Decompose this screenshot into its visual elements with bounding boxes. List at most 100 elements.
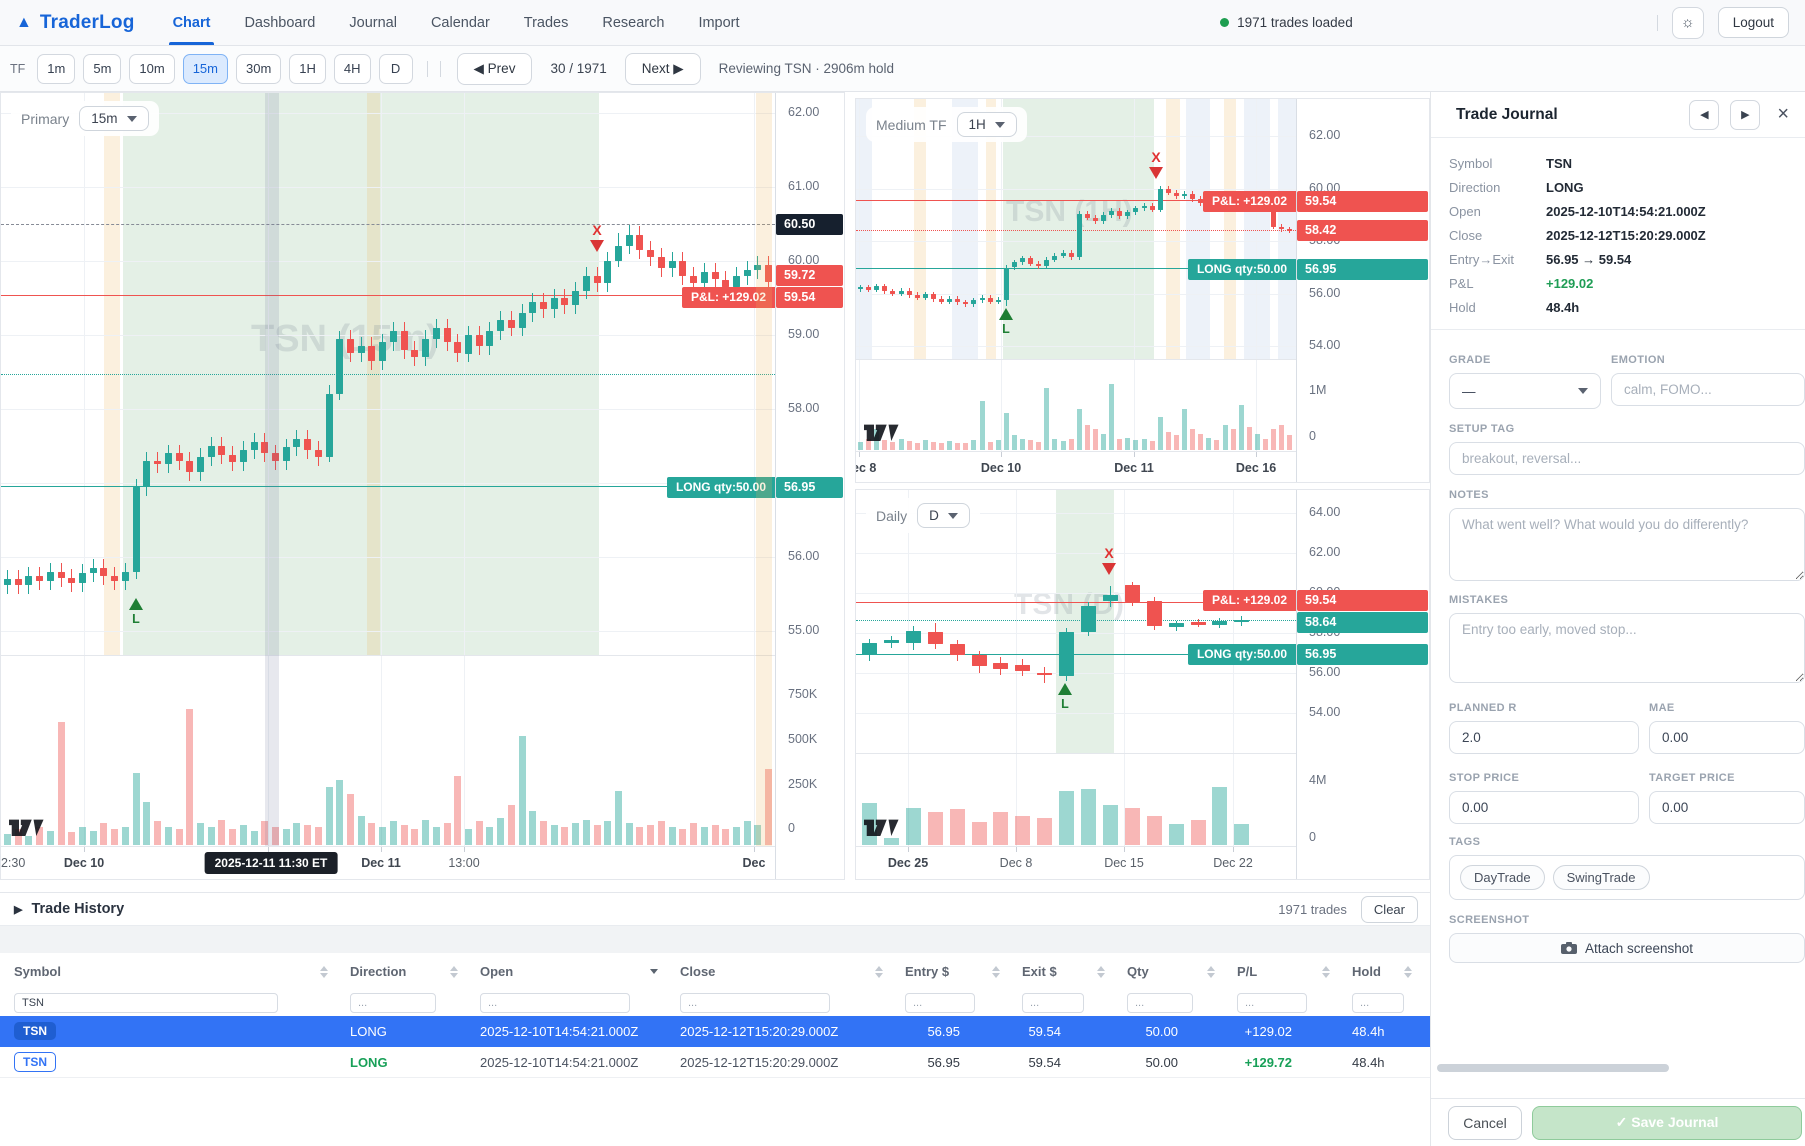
column-header-exit[interactable]: Exit $: [1008, 953, 1113, 990]
filter-input-entry[interactable]: [905, 993, 975, 1013]
planned-r-input[interactable]: [1449, 721, 1639, 754]
logout-button[interactable]: Logout: [1717, 7, 1789, 38]
column-header-close[interactable]: Close: [666, 953, 891, 990]
tab-research[interactable]: Research: [602, 14, 665, 31]
tab-trades[interactable]: Trades: [523, 14, 569, 31]
tab-calendar[interactable]: Calendar: [430, 14, 490, 31]
table-row[interactable]: TSN LONG 2025-12-10T14:54:21.000Z 2025-12-1…: [0, 1047, 1430, 1078]
top-nav: ▲ TraderLog Chart Dashboard Journal Calenda…: [0, 0, 1805, 46]
gridline: [856, 633, 1296, 634]
theme-toggle-button[interactable]: ☼: [1671, 6, 1704, 39]
tab-dashboard[interactable]: Dashboard: [244, 14, 316, 31]
daily-price-axis[interactable]: 64.0062.0060.0058.0056.0054.004M059.5458…: [1296, 490, 1429, 879]
candle: [604, 261, 611, 284]
tab-import[interactable]: Import: [698, 14, 740, 31]
attach-screenshot-button[interactable]: Attach screenshot: [1449, 933, 1805, 963]
tf-button-15m[interactable]: 15m: [182, 53, 228, 84]
candle: [955, 298, 960, 303]
exit-x-label: X: [1151, 148, 1161, 165]
table-row[interactable]: TSN LONG 2025-12-10T14:54:21.000Z 2025-12-1…: [0, 1016, 1430, 1047]
volume-axis-label: 1M: [1309, 383, 1327, 397]
filter-input-symbol[interactable]: [14, 993, 278, 1013]
column-header-qty[interactable]: Qty: [1113, 953, 1223, 990]
trade-history-title[interactable]: ▶ Trade History: [14, 901, 124, 917]
filter-input-hold[interactable]: [1352, 993, 1404, 1013]
tf-button-5m[interactable]: 5m: [83, 53, 122, 84]
sort-icons: [450, 965, 458, 978]
column-header-entry[interactable]: Entry $: [891, 953, 1008, 990]
candle: [669, 261, 676, 269]
candle: [1174, 192, 1179, 197]
primary-time-axis[interactable]: 12:30 Dec 10 Dec 11 13:00 Dec 2025-12-11 11:3…: [1, 846, 775, 879]
medium-price-pane[interactable]: TSN (1H) X L P&L: +129.02 LONG qty:50.00 Medi…: [856, 99, 1296, 359]
tab-chart[interactable]: Chart: [168, 0, 215, 45]
clear-filters-button[interactable]: Clear: [1360, 895, 1418, 923]
sort-desc-icon: [650, 969, 658, 974]
trade-history-table: Symbol Direction Open Close Entry $ Exit $ Qty…: [0, 953, 1430, 1078]
price-line: [1, 374, 775, 376]
journal-prev-button[interactable]: ◀: [1689, 99, 1720, 130]
filter-input-exit[interactable]: [1022, 993, 1084, 1013]
candle: [390, 331, 397, 343]
medium-time-axis[interactable]: Dec 8 Dec 10 Dec 11 Dec 16: [856, 451, 1296, 482]
target-price-input[interactable]: [1649, 791, 1805, 824]
tf-button-d[interactable]: D: [378, 53, 413, 84]
journal-next-button[interactable]: ▶: [1730, 99, 1761, 130]
tradingview-logo-icon: [864, 815, 904, 840]
close-icon[interactable]: ×: [1771, 103, 1795, 126]
filter-input-qty[interactable]: [1127, 993, 1193, 1013]
primary-tf-select[interactable]: 15m: [79, 106, 149, 131]
tf-button-1h[interactable]: 1H: [289, 53, 326, 84]
column-header-pl[interactable]: P/L: [1223, 953, 1338, 990]
trade-history-header: ▶ Trade History 1971 trades Clear: [0, 892, 1430, 926]
column-header-open[interactable]: Open: [466, 953, 666, 990]
tf-button-1m[interactable]: 1m: [37, 53, 76, 84]
filter-input-pl[interactable]: [1237, 993, 1307, 1013]
mae-input[interactable]: [1649, 721, 1805, 754]
mistakes-textarea[interactable]: [1449, 613, 1805, 683]
tf-button-10m[interactable]: 10m: [129, 53, 175, 84]
medium-tf-select[interactable]: 1H: [956, 112, 1017, 137]
column-header-direction[interactable]: Direction: [336, 953, 466, 990]
tag-chip-daytrade[interactable]: DayTrade: [1460, 865, 1545, 890]
column-header-symbol[interactable]: Symbol: [0, 953, 336, 990]
cancel-button[interactable]: Cancel: [1448, 1105, 1522, 1140]
time-label: 13:00: [448, 856, 480, 870]
next-trade-button[interactable]: Next ▶: [624, 52, 701, 85]
horizontal-scrollbar-thumb[interactable]: [1437, 1064, 1669, 1072]
filter-input-open[interactable]: [480, 993, 630, 1013]
medium-volume-pane[interactable]: [856, 359, 1296, 451]
setup-tag-input[interactable]: [1449, 442, 1805, 475]
status-text: 1971 trades loaded: [1237, 15, 1353, 30]
column-header-hold[interactable]: Hold: [1338, 953, 1420, 990]
primary-price-axis[interactable]: 62.00 61.00 60.00 59.00 58.00 56.00 55.00 750K 5…: [775, 93, 844, 879]
daily-tf-select[interactable]: D: [917, 503, 970, 528]
emotion-input[interactable]: [1611, 373, 1805, 406]
logo[interactable]: ▲ TraderLog: [0, 0, 153, 45]
tf-button-4h[interactable]: 4H: [333, 53, 371, 84]
prev-trade-button[interactable]: ◀ Prev: [456, 52, 533, 85]
grade-select[interactable]: —: [1449, 373, 1601, 409]
nav-tabs: Chart Dashboard Journal Calendar Trades Resea…: [168, 0, 740, 45]
info-label: Direction: [1449, 179, 1501, 195]
daily-price-pane[interactable]: TSN (D) X L P&L: +129.02 LONG qty:50.00 Daily…: [856, 490, 1296, 753]
medium-price-axis[interactable]: 62.0060.0058.0056.0054.001M059.5458.4256…: [1296, 99, 1429, 482]
notes-textarea[interactable]: [1449, 508, 1805, 581]
stop-price-input[interactable]: [1449, 791, 1639, 824]
volume-bar: [240, 825, 247, 845]
sort-up-icon: [320, 965, 328, 971]
candle: [15, 579, 22, 586]
candle: [561, 298, 568, 306]
gridline: [464, 93, 465, 655]
tf-button-30m[interactable]: 30m: [236, 53, 282, 84]
primary-price-pane[interactable]: TSN (15m) X L P&L: +129.02 LONG qty:50.00 Pri…: [1, 93, 775, 655]
primary-volume-pane[interactable]: [1, 655, 775, 846]
tab-journal[interactable]: Journal: [349, 14, 397, 31]
tag-chip-swingtrade[interactable]: SwingTrade: [1552, 865, 1650, 890]
tf-label: TF: [10, 61, 26, 76]
daily-volume-pane[interactable]: [856, 753, 1296, 846]
filter-input-close[interactable]: [680, 993, 830, 1013]
daily-time-axis[interactable]: Dec 25 Dec 8 Dec 15 Dec 22: [856, 846, 1296, 879]
save-journal-button[interactable]: ✓ Save Journal: [1532, 1105, 1802, 1140]
filter-input-direction[interactable]: [350, 993, 436, 1013]
